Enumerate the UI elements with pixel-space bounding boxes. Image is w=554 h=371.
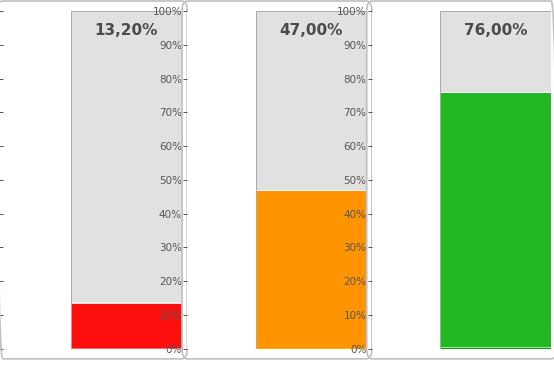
Text: 76,00%: 76,00% [464,23,527,38]
Text: 47,00%: 47,00% [279,23,343,38]
Bar [255,11,367,349]
Text: 13,20%: 13,20% [95,23,158,38]
Bar [71,11,182,349]
Bar [440,11,551,349]
